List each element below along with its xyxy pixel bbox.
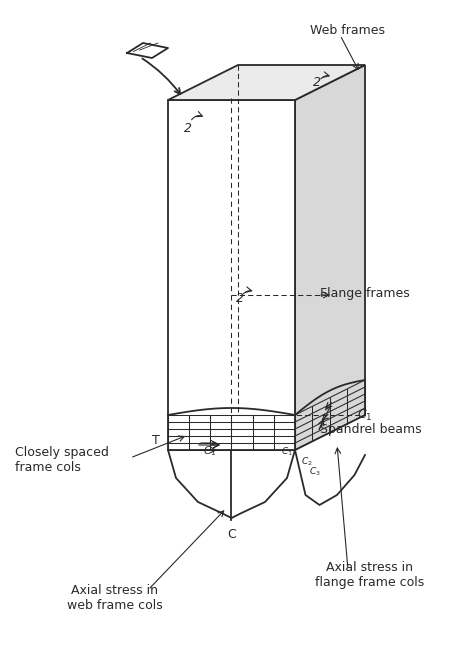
- Text: $C_2$: $C_2$: [301, 455, 313, 468]
- Text: 2: 2: [184, 121, 192, 135]
- Text: 2: 2: [313, 77, 321, 90]
- Text: Web frames: Web frames: [310, 23, 385, 37]
- Polygon shape: [168, 100, 295, 450]
- Text: Spandrel beams: Spandrel beams: [320, 424, 422, 437]
- Text: Closely spaced
frame cols: Closely spaced frame cols: [15, 446, 109, 474]
- Text: $C_1$: $C_1$: [357, 408, 373, 423]
- Text: Flange frames: Flange frames: [320, 286, 410, 299]
- Polygon shape: [168, 65, 365, 100]
- Text: $C_3$: $C_3$: [309, 466, 321, 478]
- Polygon shape: [295, 65, 365, 450]
- Text: $C_1$: $C_1$: [281, 446, 293, 458]
- Text: 2: 2: [236, 292, 244, 304]
- Text: Axial stress in
web frame cols: Axial stress in web frame cols: [67, 584, 163, 612]
- Text: T: T: [152, 434, 160, 447]
- Text: Axial stress in
flange frame cols: Axial stress in flange frame cols: [315, 561, 425, 589]
- Text: C: C: [227, 528, 236, 541]
- Text: $C_1$: $C_1$: [203, 444, 216, 458]
